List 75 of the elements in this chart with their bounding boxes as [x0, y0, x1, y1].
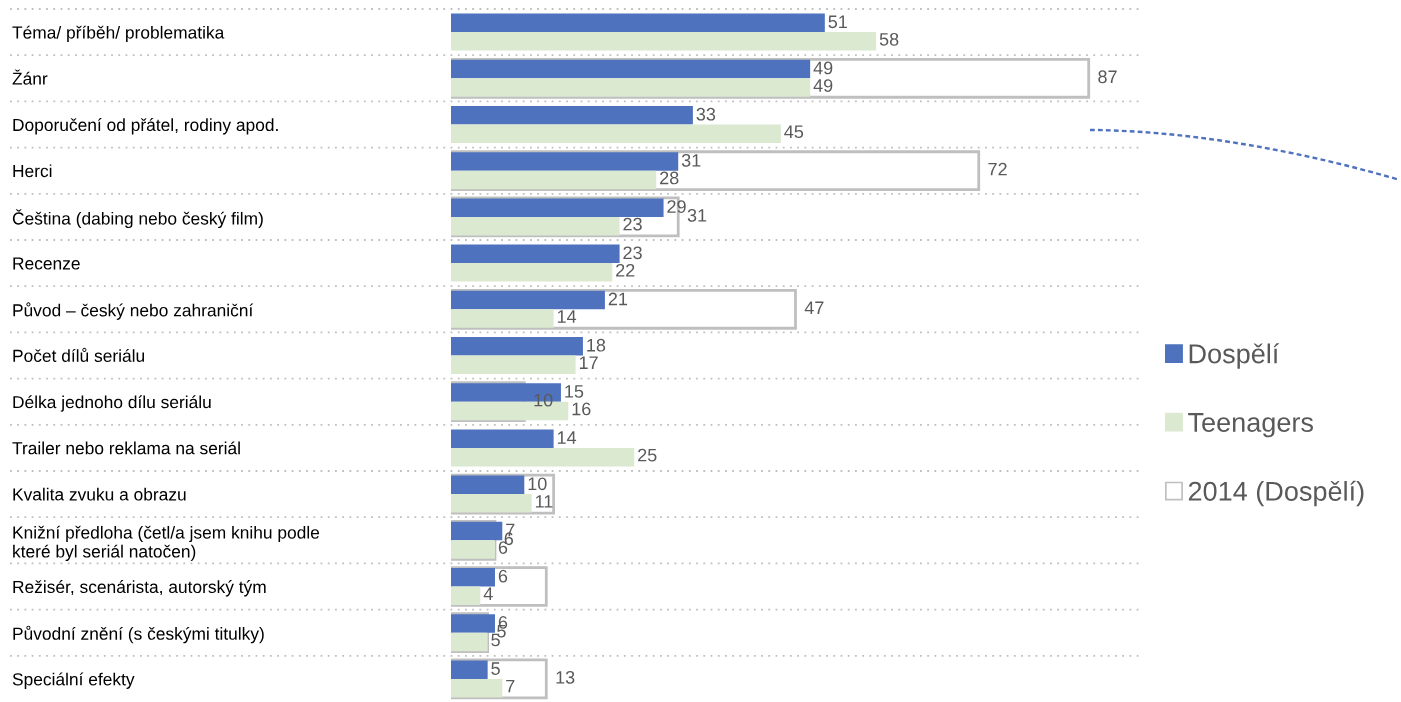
bar — [451, 309, 554, 328]
bar — [451, 540, 495, 559]
bar — [451, 337, 583, 356]
data-label: 33 — [696, 107, 716, 121]
y-tick-label: Počet dílů seriálu — [13, 347, 145, 362]
data-label: 31 — [687, 208, 707, 222]
data-label: 45 — [784, 125, 804, 139]
y-tick-label: Herci — [13, 164, 52, 178]
bar — [451, 355, 576, 374]
data-label: 7 — [506, 679, 515, 693]
data-label: 28 — [660, 171, 679, 185]
data-label: 87 — [1098, 70, 1117, 84]
bar — [451, 568, 495, 587]
bar — [451, 263, 613, 282]
bar — [451, 216, 620, 236]
bar — [451, 447, 635, 467]
data-label: 25 — [638, 448, 657, 462]
data-label: 23 — [623, 246, 642, 260]
bar — [451, 32, 877, 51]
data-label: 11 — [535, 495, 553, 508]
bar — [451, 59, 811, 79]
data-label: 31 — [681, 153, 701, 167]
bar — [451, 429, 554, 448]
bar — [451, 124, 781, 143]
data-label: 6 — [498, 569, 508, 583]
y-tick-label: Speciální efekty — [12, 672, 135, 689]
data-label: 58 — [879, 32, 899, 46]
y-tick-label: Doporučení od přátel, rodiny apod. — [13, 118, 278, 135]
data-label: 15 — [565, 385, 584, 398]
data-label: 17 — [579, 356, 598, 369]
bar — [451, 475, 525, 495]
bar — [451, 290, 605, 310]
bar — [451, 494, 532, 513]
bar — [451, 678, 503, 698]
data-label: 22 — [616, 263, 635, 277]
data-label: 49 — [813, 79, 833, 92]
data-label: 51 — [828, 15, 847, 29]
y-tick-label: Původ – český nebo zahraniční — [13, 302, 254, 320]
data-label: 47 — [804, 301, 824, 314]
y-tick-label: Původní znění (s českými titulky) — [13, 625, 264, 644]
data-label: 14 — [557, 431, 577, 444]
data-label: 13 — [556, 670, 575, 684]
data-label: 4 — [483, 587, 493, 600]
y-tick-label: Režisér, scenárista, autorský tým — [13, 580, 266, 597]
y-tick-label: Knižní předloha (četl/a jsem knihu podle které byl seriál natočen) — [13, 525, 320, 562]
data-label: 29 — [667, 200, 686, 213]
bar — [451, 152, 679, 171]
bar — [451, 660, 488, 679]
y-tick-label: Téma/ příběh/ problematika — [12, 25, 225, 43]
y-tick-label: Trailer nebo reklama na seriál — [12, 441, 240, 455]
bar — [451, 78, 811, 97]
data-label: 49 — [813, 61, 833, 75]
bar — [451, 586, 481, 605]
bar — [451, 106, 693, 125]
data-label: 18 — [587, 338, 606, 352]
y-tick-label: Délka jednoho dílu seriálu — [13, 395, 211, 412]
bar — [451, 170, 657, 190]
bar — [451, 13, 825, 33]
data-label: 5 — [491, 662, 500, 675]
data-label: 21 — [608, 292, 628, 306]
data-label: 16 — [572, 402, 591, 416]
data-label: 72 — [988, 162, 1007, 176]
y-tick-label: Kvalita zvuku a obrazu — [13, 487, 186, 501]
y-tick-label: Žánr — [12, 69, 48, 85]
bar — [451, 198, 664, 217]
bar — [451, 244, 620, 264]
y-tick-label: Čeština (dabing nebo český film) — [12, 209, 263, 229]
y-tick-label: Recenze — [13, 257, 80, 270]
data-label: 10 — [528, 477, 547, 491]
legend-label: Teenagers — [1188, 413, 1313, 438]
data-label: 23 — [623, 217, 642, 231]
legend-label: Dospělí — [1189, 343, 1280, 369]
data-label: 14 — [557, 310, 577, 323]
legend-label: 2014 (Dospělí) — [1188, 480, 1364, 507]
bar — [451, 521, 503, 541]
